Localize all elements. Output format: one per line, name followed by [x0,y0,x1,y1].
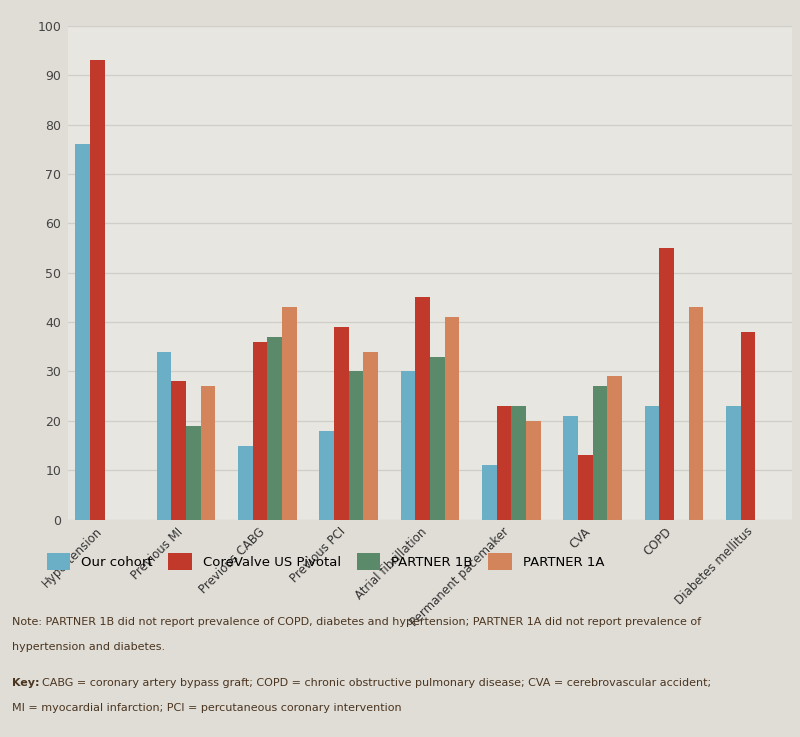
Text: MI = myocardial infarction; PCI = percutaneous coronary intervention: MI = myocardial infarction; PCI = percut… [12,703,402,713]
Bar [238,445,253,520]
Bar [563,416,578,520]
Text: hypertension and diabetes.: hypertension and diabetes. [12,641,165,652]
Bar [253,342,267,520]
Bar [186,426,201,520]
Bar [415,298,430,520]
Bar [578,455,593,520]
Bar [401,371,415,520]
Bar [607,377,622,520]
Bar [689,307,703,520]
Bar [482,465,497,520]
Bar [267,337,282,520]
Text: Note: PARTNER 1B did not report prevalence of COPD, diabetes and hypertension; P: Note: PARTNER 1B did not report prevalen… [12,617,701,627]
Bar [349,371,363,520]
Bar [511,406,526,520]
Bar [430,357,445,520]
Bar [363,352,378,520]
Bar [445,317,459,520]
Bar [75,144,90,520]
Bar [334,327,349,520]
Bar [201,386,215,520]
Bar [157,352,171,520]
Text: CABG = coronary artery bypass graft; COPD = chronic obstructive pulmonary diseas: CABG = coronary artery bypass graft; COP… [42,678,711,688]
Text: Key:: Key: [12,678,39,688]
Bar [526,421,541,520]
Bar [645,406,659,520]
Bar [90,60,105,520]
Bar [726,406,741,520]
Legend: Our cohort, CoreValve US Pivotal, PARTNER 1B, PARTNER 1A: Our cohort, CoreValve US Pivotal, PARTNE… [46,553,604,570]
Bar [659,248,674,520]
Bar [593,386,607,520]
Bar [171,381,186,520]
Bar [282,307,297,520]
Bar [319,430,334,520]
Bar [497,406,511,520]
Bar [741,332,755,520]
